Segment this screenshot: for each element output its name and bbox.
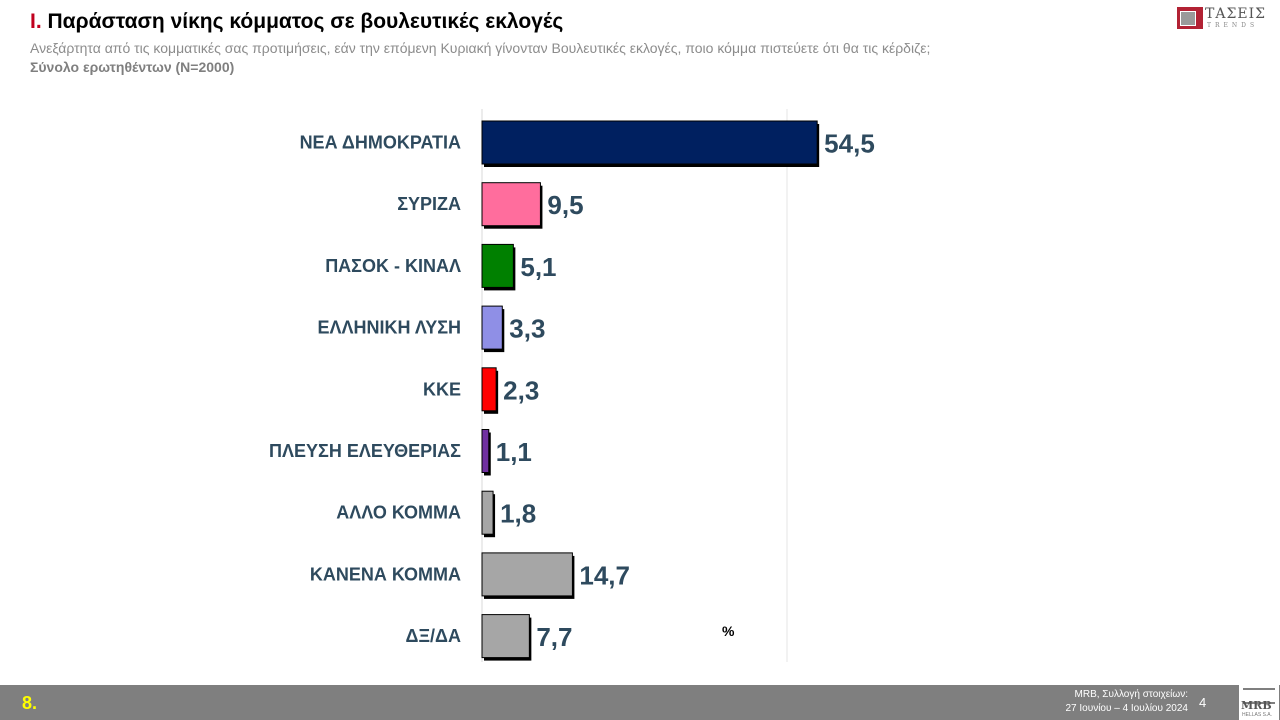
category-label: ΠΑΣΟΚ - ΚΙΝΑΛ — [325, 256, 461, 276]
sample-base: Σύνολο ερωτηθέντων (N=2000) — [30, 59, 235, 75]
unit-label: % — [722, 623, 735, 639]
bar — [481, 367, 497, 412]
category-label: ΚΑΝΕΝΑ ΚΟΜΜΑ — [310, 564, 461, 584]
source-line-2: 27 Ιουνίου – 4 Ιουλίου 2024 — [1065, 703, 1188, 714]
mrb-logo-sub: HELLAS S.A. — [1242, 712, 1273, 718]
source-note: MRB, Συλλογή στοιχείων: 27 Ιουνίου – 4 Ι… — [1065, 688, 1188, 716]
logo-mark-icon — [1177, 7, 1203, 29]
page-title: I. Παράσταση νίκης κόμματος σε βουλευτικ… — [30, 10, 563, 34]
logo-word: ΤΑΣΕΙΣ — [1205, 6, 1266, 22]
category-label: ΑΛΛΟ ΚΟΜΜΑ — [336, 503, 461, 523]
page-number: 4 — [1199, 695, 1207, 710]
title-text: Παράσταση νίκης κόμματος σε βουλευτικές … — [47, 10, 564, 33]
source-line-1: MRB, Συλλογή στοιχείων: — [1074, 689, 1188, 700]
tasies-logo: ΤΑΣΕΙΣ TRENDS — [1177, 6, 1269, 29]
category-label: ΚΚΕ — [423, 379, 461, 399]
data-label: 2,3 — [503, 375, 539, 405]
bar — [481, 552, 573, 597]
logo-sub: TRENDS — [1207, 22, 1259, 29]
data-label: 54,5 — [824, 129, 875, 159]
category-label: ΕΛΛΗΝΙΚΗ ΛΥΣΗ — [317, 318, 461, 338]
data-label: 5,1 — [520, 252, 556, 282]
bar — [481, 243, 514, 288]
bar — [481, 182, 541, 227]
data-label: 9,5 — [547, 190, 583, 220]
data-label: 3,3 — [509, 314, 545, 344]
data-label: 1,8 — [500, 499, 536, 529]
bar — [481, 614, 530, 659]
mrb-logo: MRB HELLAS S.A. — [1237, 685, 1279, 720]
question-text: Ανεξάρτητα από τις κομματικές σας προτιμ… — [30, 40, 931, 56]
data-label: 7,7 — [536, 622, 572, 652]
category-label: ΠΛΕΥΣΗ ΕΛΕΥΘΕΡΙΑΣ — [269, 441, 461, 461]
data-label: 1,1 — [496, 437, 532, 467]
title-number: I. — [30, 10, 42, 33]
data-label: 14,7 — [579, 560, 630, 590]
mrb-logo-lines-icon — [1243, 688, 1275, 704]
category-label: ΔΞ/ΔΑ — [406, 626, 461, 646]
bar — [481, 120, 818, 165]
category-label: ΣΥΡΙΖΑ — [397, 194, 461, 214]
category-label: ΝΕΑ ΔΗΜΟΚΡΑΤΙΑ — [300, 133, 461, 153]
mrb-logo-text: MRB — [1241, 699, 1272, 712]
slide-number: 8. — [22, 693, 38, 713]
footer-bar: 8. MRB, Συλλογή στοιχείων: 27 Ιουνίου – … — [0, 685, 1280, 720]
bar — [481, 429, 490, 473]
bar — [481, 305, 503, 350]
bar-chart: ΝΕΑ ΔΗΜΟΚΡΑΤΙΑ 54,5 ΣΥΡΙΖΑ 9,5 ΠΑΣΟΚ - ΚΙΝΑΛ… — [269, 109, 875, 662]
bar — [481, 490, 494, 535]
